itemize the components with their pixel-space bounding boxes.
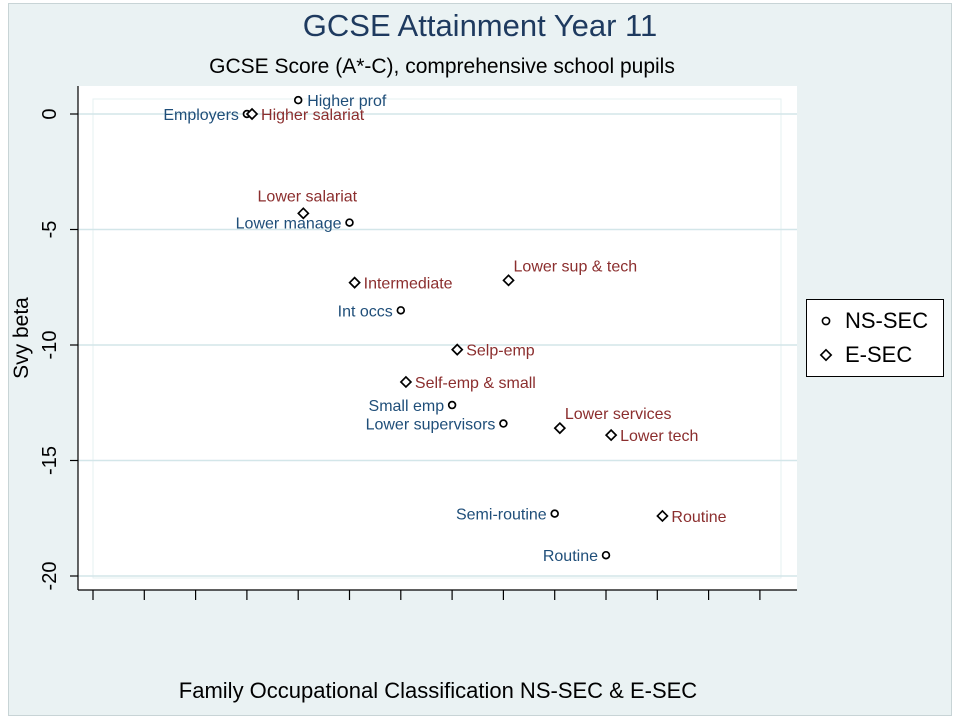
y-tick-label: -20: [39, 562, 61, 591]
chart-title: GCSE Attainment Year 11: [302, 8, 658, 43]
data-label-ns-sec-employers: Employers: [163, 107, 239, 124]
data-label-e-sec-self-emp-small: Self-emp & small: [415, 375, 536, 392]
data-label-ns-sec-lower-manage: Lower manage: [236, 216, 342, 233]
inner-plot-region: [92, 98, 782, 579]
point-e-sec-intermediate: [348, 276, 361, 289]
circle-marker-icon: [821, 316, 831, 326]
data-label-e-sec-lower-services: Lower services: [565, 406, 672, 423]
y-axis-label: Svy beta: [10, 297, 33, 379]
data-label-ns-sec-higher-prof: Higher prof: [307, 93, 387, 110]
data-label-e-sec-higher-salariat: Higher salariat: [261, 107, 365, 124]
point-ns-sec-small-emp: [447, 400, 457, 410]
point-e-sec-higher-salariat: [245, 107, 259, 121]
point-e-sec-lower-sup-tech: [502, 274, 515, 287]
point-ns-sec-semi-routine: [550, 509, 559, 518]
diamond-marker-icon: [819, 348, 833, 362]
legend-item-e-sec: E-SEC: [819, 342, 912, 368]
point-e-sec-self-emp-small: [399, 375, 413, 389]
data-label-e-sec-intermediate: Intermediate: [364, 276, 453, 293]
legend-item-ns-sec: NS-SEC: [819, 308, 928, 334]
y-tick-label: 0: [39, 108, 61, 119]
point-e-sec-selp-emp: [451, 343, 464, 356]
data-label-ns-sec-int-occs: Int occs: [338, 303, 393, 320]
y-tick-label: -15: [39, 446, 61, 475]
point-ns-sec-int-occs: [396, 306, 406, 315]
point-ns-sec-higher-prof: [293, 95, 303, 105]
point-ns-sec-routine: [601, 550, 611, 560]
y-tick-label: -5: [39, 221, 61, 239]
plot-area: [78, 86, 797, 590]
data-label-ns-sec-lower-supervisors: Lower supervisors: [366, 417, 496, 434]
data-label-e-sec-selp-emp: Selp-emp: [466, 343, 535, 360]
point-ns-sec-lower-manage: [345, 218, 354, 227]
data-label-e-sec-routine: Routine: [671, 509, 726, 526]
data-label-e-sec-lower-tech: Lower tech: [620, 428, 698, 445]
legend-label-ns-sec: NS-SEC: [845, 308, 929, 333]
chart-subtitle: GCSE Score (A*-C), comprehensive school …: [209, 55, 675, 78]
point-e-sec-lower-services: [553, 421, 567, 435]
y-tick-label: -10: [39, 331, 61, 360]
legend: NS-SEC E-SEC: [806, 299, 944, 377]
data-label-ns-sec-small-emp: Small emp: [369, 398, 445, 415]
data-label-ns-sec-semi-routine: Semi-routine: [456, 507, 547, 524]
data-label-e-sec-lower-salariat: Lower salariat: [258, 188, 358, 205]
x-axis-label: Family Occupational Classification NS-SE…: [178, 678, 698, 703]
point-e-sec-lower-tech: [604, 428, 618, 442]
data-label-e-sec-lower-sup-tech: Lower sup & tech: [514, 258, 638, 275]
point-e-sec-routine: [656, 509, 669, 523]
legend-label-e-sec: E-SEC: [845, 342, 913, 367]
point-e-sec-lower-salariat: [297, 207, 310, 220]
data-label-ns-sec-routine: Routine: [543, 548, 598, 565]
point-ns-sec-lower-supervisors: [499, 419, 508, 428]
